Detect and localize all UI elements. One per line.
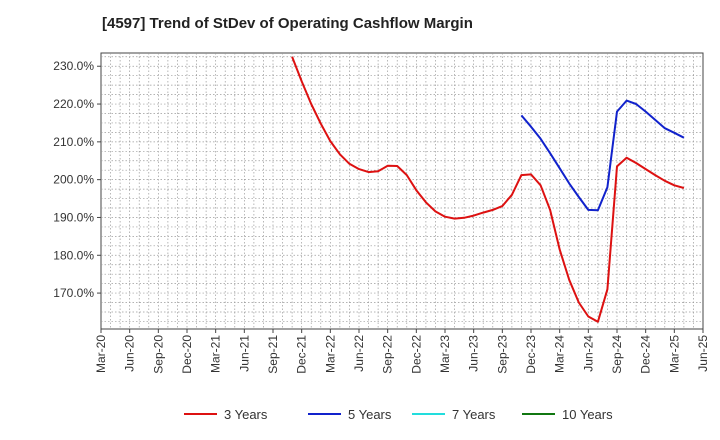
- y-tick-label: 220.0%: [53, 97, 94, 111]
- y-tick-label: 170.0%: [53, 286, 94, 300]
- x-tick-label: Mar-24: [553, 335, 567, 373]
- legend-label: 7 Years: [452, 407, 496, 422]
- series-lines: [291, 56, 685, 323]
- legend-label: 5 Years: [348, 407, 392, 422]
- y-axis-ticks: 230.0% 220.0% 210.0% 200.0% 190.0% 180.0% 170.…: [53, 59, 101, 300]
- chart-title: [4597] Trend of StDev of Operating Cashf…: [102, 15, 473, 32]
- y-tick-label: 230.0%: [53, 59, 94, 73]
- x-tick-label: Sep-24: [610, 335, 624, 374]
- x-tick-label: Jun-22: [352, 335, 366, 372]
- x-axis-ticks: Mar-20 Jun-20 Sep-20 Dec-20 Mar-21 Jun-21 Sep-…: [94, 329, 710, 374]
- x-tick-label: Dec-20: [180, 335, 194, 374]
- x-tick-label: Sep-23: [495, 335, 509, 374]
- series-line-5-years: [520, 99, 685, 212]
- y-tick-label: 200.0%: [53, 173, 94, 187]
- series-line-3-years: [291, 56, 685, 323]
- grid-lines: [101, 53, 703, 329]
- x-tick-label: Mar-25: [667, 335, 681, 373]
- legend-label: 10 Years: [562, 407, 613, 422]
- x-tick-label: Jun-24: [581, 335, 595, 372]
- legend: 3 Years 5 Years 7 Years 10 Years: [184, 407, 613, 422]
- x-tick-label: Sep-22: [381, 335, 395, 374]
- x-tick-label: Dec-21: [295, 335, 309, 374]
- x-tick-label: Mar-20: [94, 335, 108, 373]
- x-tick-label: Jun-20: [123, 335, 137, 372]
- x-tick-label: Mar-23: [438, 335, 452, 373]
- plot-area: [100, 52, 704, 330]
- x-tick-label: Dec-23: [524, 335, 538, 374]
- legend-label: 3 Years: [224, 407, 268, 422]
- x-tick-label: Dec-22: [409, 335, 423, 374]
- x-tick-label: Mar-21: [209, 335, 223, 373]
- x-tick-label: Mar-22: [323, 335, 337, 373]
- x-tick-label: Jun-25: [696, 335, 710, 372]
- y-tick-label: 180.0%: [53, 248, 94, 262]
- x-tick-label: Sep-21: [266, 335, 280, 374]
- x-tick-label: Jun-21: [237, 335, 251, 372]
- x-tick-label: Dec-24: [639, 335, 653, 374]
- y-tick-label: 190.0%: [53, 210, 94, 224]
- x-tick-label: Sep-20: [151, 335, 165, 374]
- x-tick-label: Jun-23: [467, 335, 481, 372]
- y-tick-label: 210.0%: [53, 135, 94, 149]
